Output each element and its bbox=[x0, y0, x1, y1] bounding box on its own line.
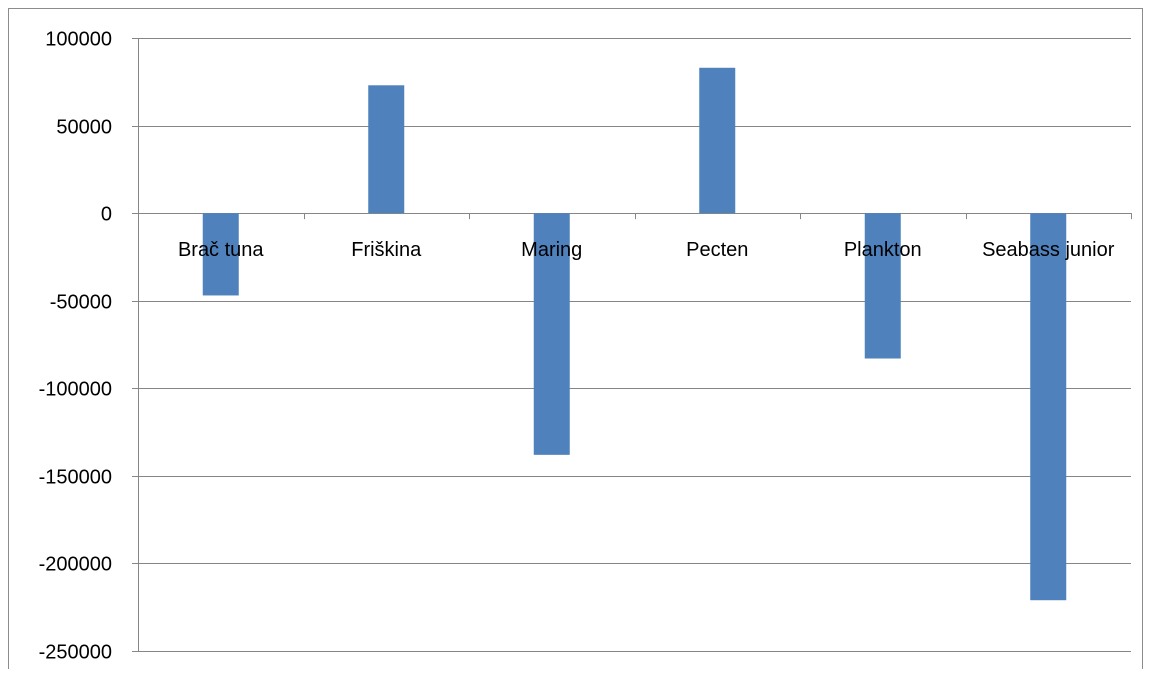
y-tick-label: 50000 bbox=[56, 117, 112, 139]
category-label: Plankton bbox=[844, 239, 922, 261]
bar bbox=[202, 213, 239, 296]
axes bbox=[138, 38, 1132, 651]
category-label: Pecten bbox=[686, 239, 748, 261]
y-tick-label: -250000 bbox=[39, 642, 112, 664]
chart-frame bbox=[8, 8, 1143, 669]
bar bbox=[699, 67, 736, 214]
y-tick-label: 100000 bbox=[45, 29, 112, 51]
y-tick-label: -200000 bbox=[39, 554, 112, 576]
y-tick-label: 0 bbox=[101, 204, 112, 226]
bar bbox=[533, 213, 570, 455]
category-label: Maring bbox=[521, 239, 582, 261]
category-label: Seabass junior bbox=[982, 239, 1115, 261]
category-labels: Brač tuna Friškina Maring Pecten Plankton Sea… bbox=[178, 239, 1115, 261]
gridlines bbox=[132, 38, 1131, 652]
bar bbox=[1030, 213, 1067, 601]
y-tick-label: -50000 bbox=[50, 292, 112, 314]
bar bbox=[864, 213, 901, 359]
bars bbox=[202, 67, 1067, 601]
category-label: Friškina bbox=[351, 239, 422, 261]
y-tick-label: -100000 bbox=[39, 379, 112, 401]
y-tick-label: -150000 bbox=[39, 467, 112, 489]
y-tick-labels: 100000 50000 0 -50000 -100000 -150000 -200000 -… bbox=[39, 29, 112, 664]
bar bbox=[368, 85, 405, 214]
category-label: Brač tuna bbox=[178, 239, 264, 261]
